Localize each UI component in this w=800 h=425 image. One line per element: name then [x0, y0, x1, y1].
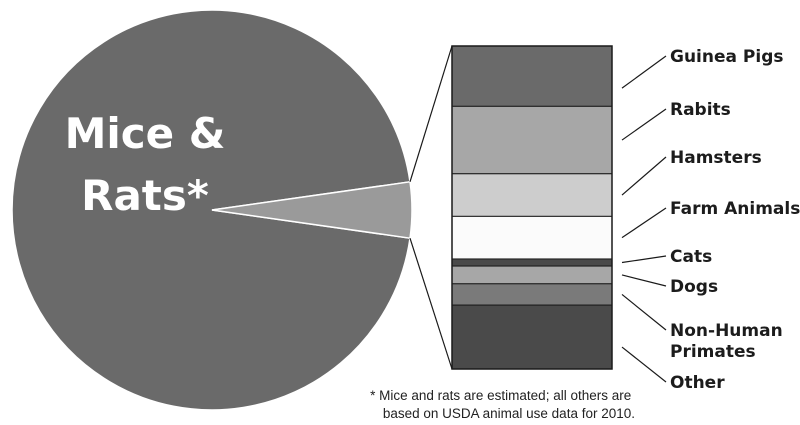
pie-slice-others [211, 180, 413, 240]
bar-segment-non-human-primates [451, 283, 613, 306]
segment-label-other: Other [670, 373, 725, 393]
bar-segment-cats [451, 258, 613, 267]
connector-lines [409, 45, 453, 370]
bar-segment-hamsters [451, 173, 613, 217]
bar-outline [451, 45, 613, 370]
leader-line [621, 293, 667, 331]
segment-label-hamsters: Hamsters [670, 148, 762, 168]
footnote-line-2: based on USDA animal use data for 2010. [383, 406, 635, 421]
leader-line [621, 108, 667, 141]
pie-label-mice-rats: Mice & Rats* [65, 109, 226, 220]
footnote-line-1: * Mice and rats are estimated; all other… [370, 388, 631, 403]
segment-label-dogs: Dogs [670, 277, 718, 297]
footnote: * Mice and rats are estimated; all other… [370, 388, 635, 421]
breakdown-labels: Guinea Pigs Rabits Hamsters Farm Animals Cat… [621, 47, 800, 393]
bar-segment-guinea-pigs [451, 45, 613, 107]
bar-segment-farm-animals [451, 215, 613, 260]
bar-segment-other [451, 304, 613, 370]
pie-slice-mice-rats [11, 9, 411, 411]
segment-label-cats: Cats [670, 247, 712, 267]
segment-label-guinea-pigs: Guinea Pigs [670, 47, 783, 67]
segment-label-non-human-primates: Non-Human Primates [670, 321, 783, 362]
segment-label-farm-animals: Farm Animals [670, 199, 800, 219]
bar-segment-dogs [451, 265, 613, 285]
connector-bottom [409, 237, 453, 370]
leader-line [621, 346, 667, 383]
leader-line [621, 207, 667, 239]
pie-chart: Mice & Rats* [11, 9, 413, 411]
bar-segment-rabits [451, 105, 613, 175]
connector-top [409, 45, 453, 182]
segment-label-rabits: Rabits [670, 100, 731, 120]
breakdown-bar [451, 45, 613, 370]
leader-line [621, 274, 667, 287]
leader-line [621, 55, 667, 89]
leader-line [621, 255, 667, 264]
leader-line [621, 156, 667, 196]
